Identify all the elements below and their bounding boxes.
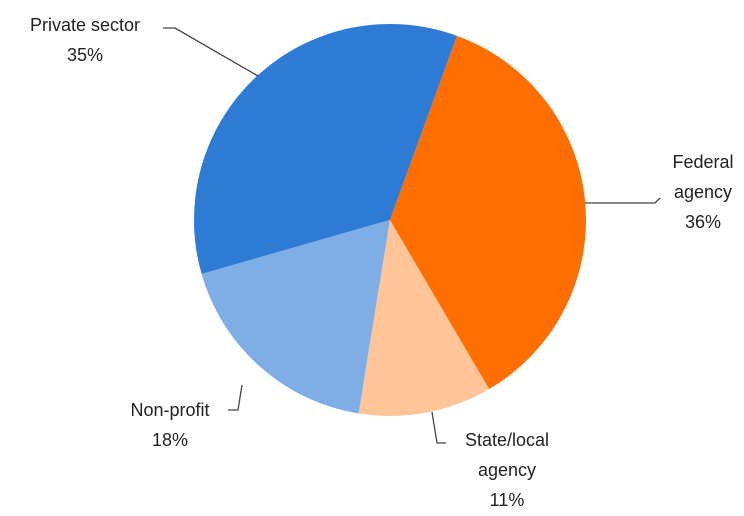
leader-line	[431, 411, 446, 444]
category-label: Non-profit	[130, 400, 210, 420]
value-label: 11%	[489, 490, 525, 510]
pie-slice	[194, 24, 458, 275]
slice-label: Non-profit 18%	[90, 395, 250, 455]
leader-line	[585, 197, 661, 204]
slice-label: Federal agency 36%	[658, 147, 744, 237]
category-label: Private sector	[29, 15, 141, 35]
pie-slice	[201, 220, 390, 414]
value-label: 36%	[684, 212, 722, 232]
pie-slice	[390, 35, 586, 390]
value-label: 35%	[66, 45, 104, 65]
category-label: State/local agency	[464, 430, 550, 480]
slice-label: Private sector 35%	[0, 10, 185, 70]
value-label: 18%	[151, 430, 189, 450]
slice-label: State/local agency 11%	[447, 425, 567, 515]
pie-slice	[358, 220, 490, 417]
category-label: Federal agency	[672, 152, 734, 202]
leader-line	[228, 384, 243, 411]
leader-line	[163, 27, 259, 77]
